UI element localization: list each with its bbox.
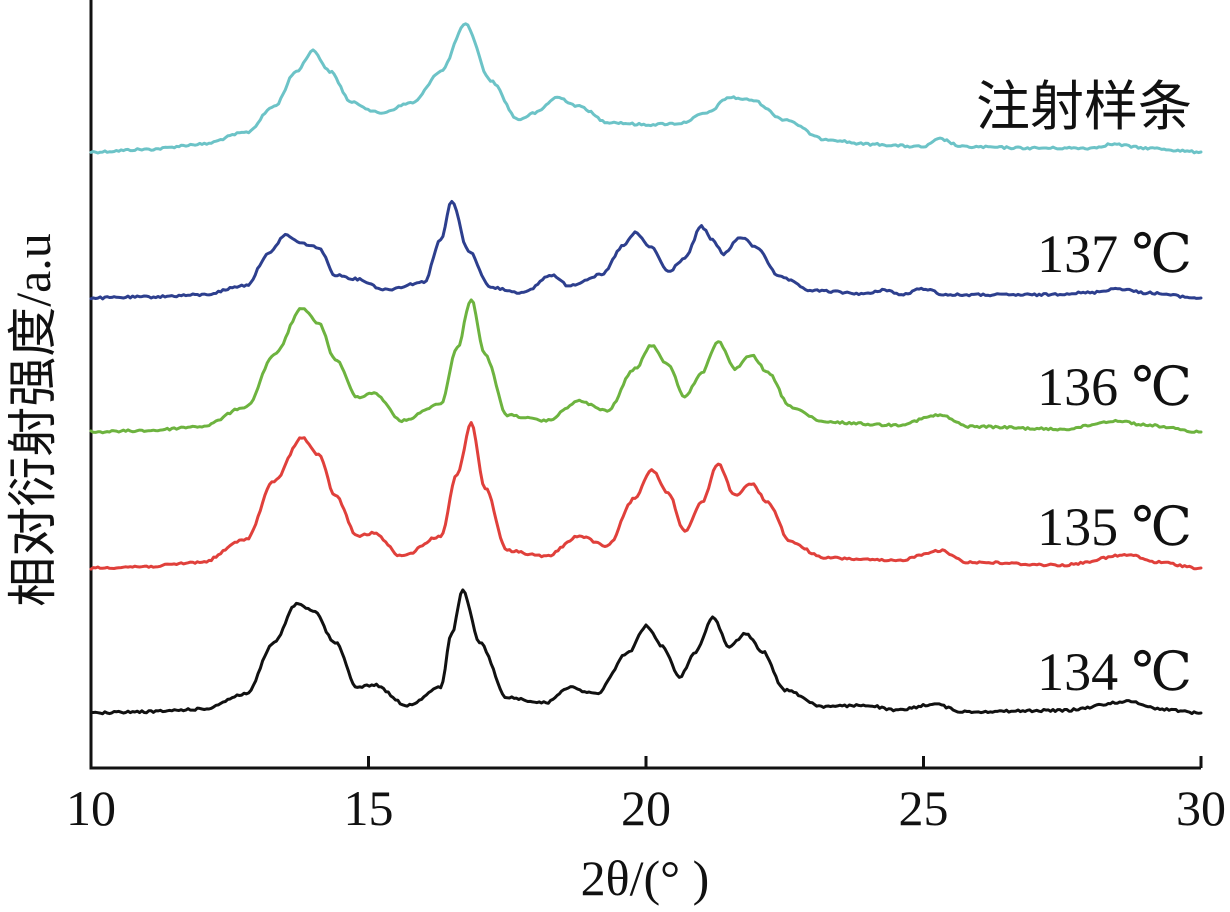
series-label-0: 注射样条 — [976, 77, 1192, 137]
axes: 10 15 20 25 30 — [66, 0, 1226, 836]
series-label-4: 134 ℃ — [1037, 642, 1192, 702]
series-line-0 — [89, 22, 1203, 155]
x-tick-label: 25 — [899, 780, 949, 836]
series-label-3: 135 ℃ — [1037, 497, 1192, 557]
y-axis-title: 相对衍射强度/a.u — [5, 233, 61, 607]
series-line-2 — [89, 298, 1203, 435]
series-labels: 注射样条 137 ℃ 136 ℃ 135 ℃ 134 ℃ — [976, 77, 1192, 702]
x-tick-label: 15 — [344, 780, 394, 836]
series-line-1 — [89, 200, 1203, 301]
x-tick-label: 20 — [621, 780, 671, 836]
x-tick-label: 30 — [1176, 780, 1226, 836]
series-label-1: 137 ℃ — [1037, 224, 1192, 284]
series-label-2: 136 ℃ — [1037, 357, 1192, 417]
x-axis-title: 2θ/(° ) — [581, 850, 710, 906]
x-ticks: 10 15 20 25 30 — [66, 756, 1226, 836]
series-line-3 — [89, 421, 1203, 571]
x-tick-label: 10 — [66, 780, 116, 836]
series-line-4 — [89, 588, 1203, 716]
curves — [89, 22, 1203, 716]
